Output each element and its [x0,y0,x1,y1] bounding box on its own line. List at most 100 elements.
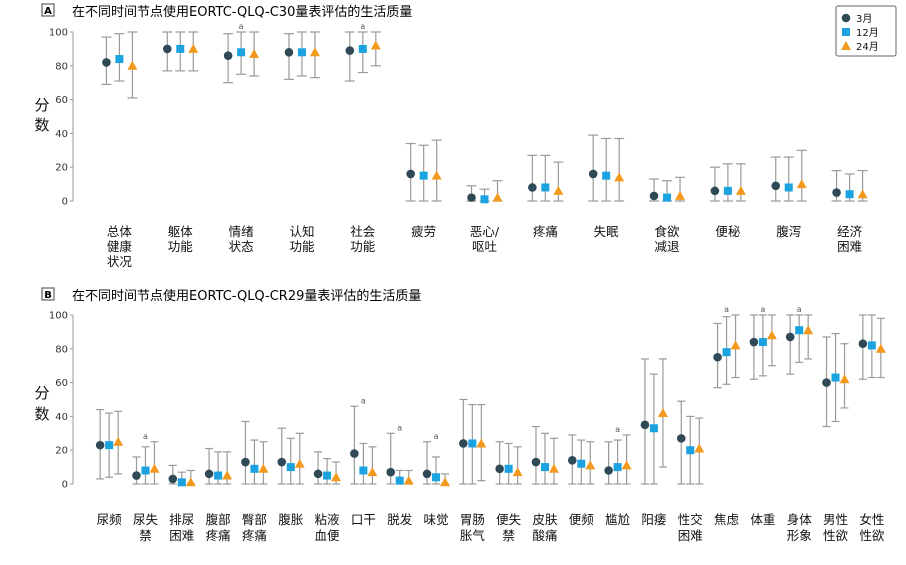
data-point [370,40,381,50]
y-tick-label: 20 [55,446,68,457]
category-label-line: 疼痛 [206,528,231,543]
data-point [492,192,503,202]
y-tick-label: 0 [62,480,68,491]
panel-tag: B [44,290,52,301]
data-point [531,457,541,467]
category-label-line: 女性 [859,512,884,527]
data-point [249,48,260,58]
data-point [214,471,223,480]
category-label-line: 失眠 [594,224,620,239]
data-point [649,191,659,201]
category-label: 女性性欲 [859,512,884,543]
category-label-line: 尿频 [97,512,123,527]
category-label-line: 体重 [750,512,775,527]
category-label-line: 味觉 [424,512,449,527]
category-label-line: 脱发 [387,512,413,527]
category-label-line: 总体 [107,224,133,239]
legend-marker [841,41,851,50]
y-axis-label: 分 [34,96,49,114]
data-point [613,463,622,472]
panel-tag-box [41,3,55,17]
category-label: 腹泻 [776,224,801,239]
category-label: 体重 [750,512,775,527]
category-label-line: 粘液 [315,512,341,527]
category-label-line: 经济 [837,224,863,239]
category-label: 尴尬 [605,512,630,527]
data-point [468,439,477,448]
category-label-line: 疼痛 [533,224,558,239]
y-tick-label: 0 [62,197,68,208]
category-label: 便秘 [715,224,741,239]
category-label-line: 躯体 [168,224,194,239]
data-point [621,460,632,470]
data-point [284,47,294,57]
data-point [548,463,559,473]
category-label-line: 尿失 [133,512,159,527]
data-point [857,189,868,199]
y-tick-label: 20 [55,163,68,174]
data-point [432,473,441,482]
category-label-line: 疲劳 [411,224,436,239]
legend-label: 3月 [856,13,872,25]
data-point [149,463,160,473]
data-point [358,44,367,53]
data-point [795,326,804,335]
data-point [784,183,793,192]
data-point [345,46,355,55]
data-point [735,185,746,195]
chart-title: 在不同时间节点使用EORTC-QLQ-CR29量表评估的生活质量 [72,288,421,304]
category-label-line: 困难 [678,528,703,543]
data-point [105,441,114,450]
category-label-line: 阳痿 [641,512,667,527]
data-point [758,338,767,347]
data-point [832,188,841,197]
data-point [162,44,172,54]
y-tick-label: 80 [55,344,68,355]
data-point [309,47,320,57]
data-point [796,179,807,189]
data-point [297,48,306,57]
category-label: 食欲减退 [655,224,681,254]
data-point [250,464,259,473]
series-12月 [114,31,855,204]
data-point [313,469,323,479]
category-label-line: 食欲 [655,224,680,239]
data-point [675,190,686,200]
data-point [722,348,731,357]
data-point [588,169,598,179]
data-point [459,439,468,448]
data-point [185,477,196,487]
legend-label: 12月 [856,27,879,39]
y-tick-label: 40 [55,412,68,423]
data-point [875,343,886,353]
category-label: 尿频 [97,512,123,527]
category-label: 总体健康状况 [107,224,133,269]
significance-mark: a [397,423,402,432]
data-point [223,51,233,60]
category-label: 便失禁 [496,512,522,543]
category-label: 情绪状态 [229,224,254,254]
series-24月 [113,314,886,487]
data-point [676,434,686,443]
data-point [766,330,777,340]
legend: 3月 12月 24月 [835,5,897,57]
category-label: 焦虑 [714,512,740,527]
category-label-line: 腹泻 [776,224,801,239]
data-point [604,466,613,475]
category-label-line: 禁 [139,528,152,543]
category-label-line: 呕吐 [472,239,498,254]
y-tick-label: 100 [49,311,68,322]
category-label-line: 情绪 [229,224,254,239]
category-label-line: 便频 [569,512,595,527]
chart-title: 在不同时间节点使用EORTC-QLQ-C30量表评估的生活质量 [72,4,412,20]
y-tick-label: 100 [49,28,68,39]
data-point [567,456,577,465]
category-label: 疼痛 [533,224,558,239]
category-label-line: 腹胀 [278,512,304,527]
category-label-line: 腹部 [206,512,231,527]
panel-tag: A [44,6,52,17]
category-label-line: 酸痛 [532,528,557,543]
